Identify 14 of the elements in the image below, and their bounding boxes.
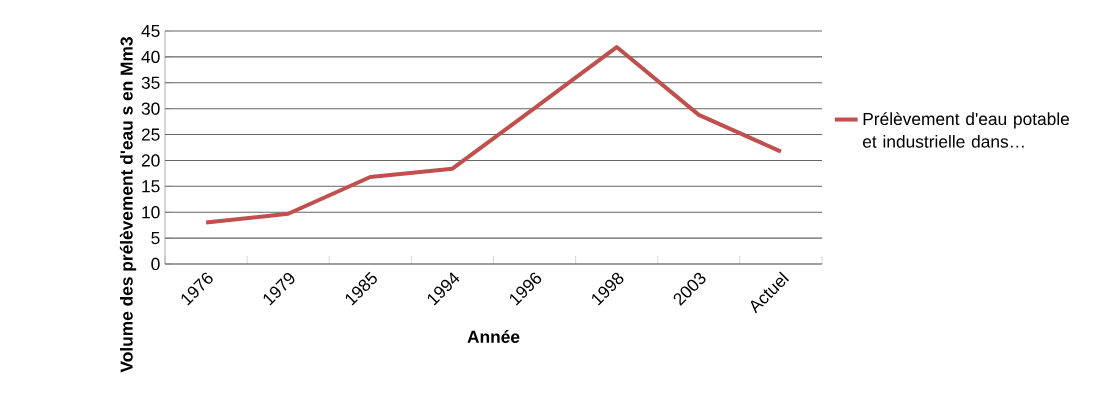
y-tick-label: 35 — [141, 76, 160, 89]
y-tick-label: 30 — [141, 102, 160, 115]
y-tick-label: 0 — [151, 257, 160, 271]
y-tick-label: 20 — [141, 154, 160, 167]
y-tick-label: 10 — [142, 206, 160, 219]
y-tick-label: 40 — [141, 50, 160, 64]
y-tick-label: 25 — [141, 128, 160, 141]
y-axis-title: Volume des prélèvement d'eau s en Mm3 — [119, 37, 137, 373]
legend-label: Prélèvement d'eau potable et industrielle dans… — [862, 112, 1070, 148]
x-axis-title: Année — [467, 330, 520, 343]
y-tick-label: 5 — [151, 232, 160, 245]
y-tick-label: 45 — [141, 24, 160, 38]
y-tick-label: 15 — [142, 180, 160, 193]
line-series — [204, 45, 783, 225]
